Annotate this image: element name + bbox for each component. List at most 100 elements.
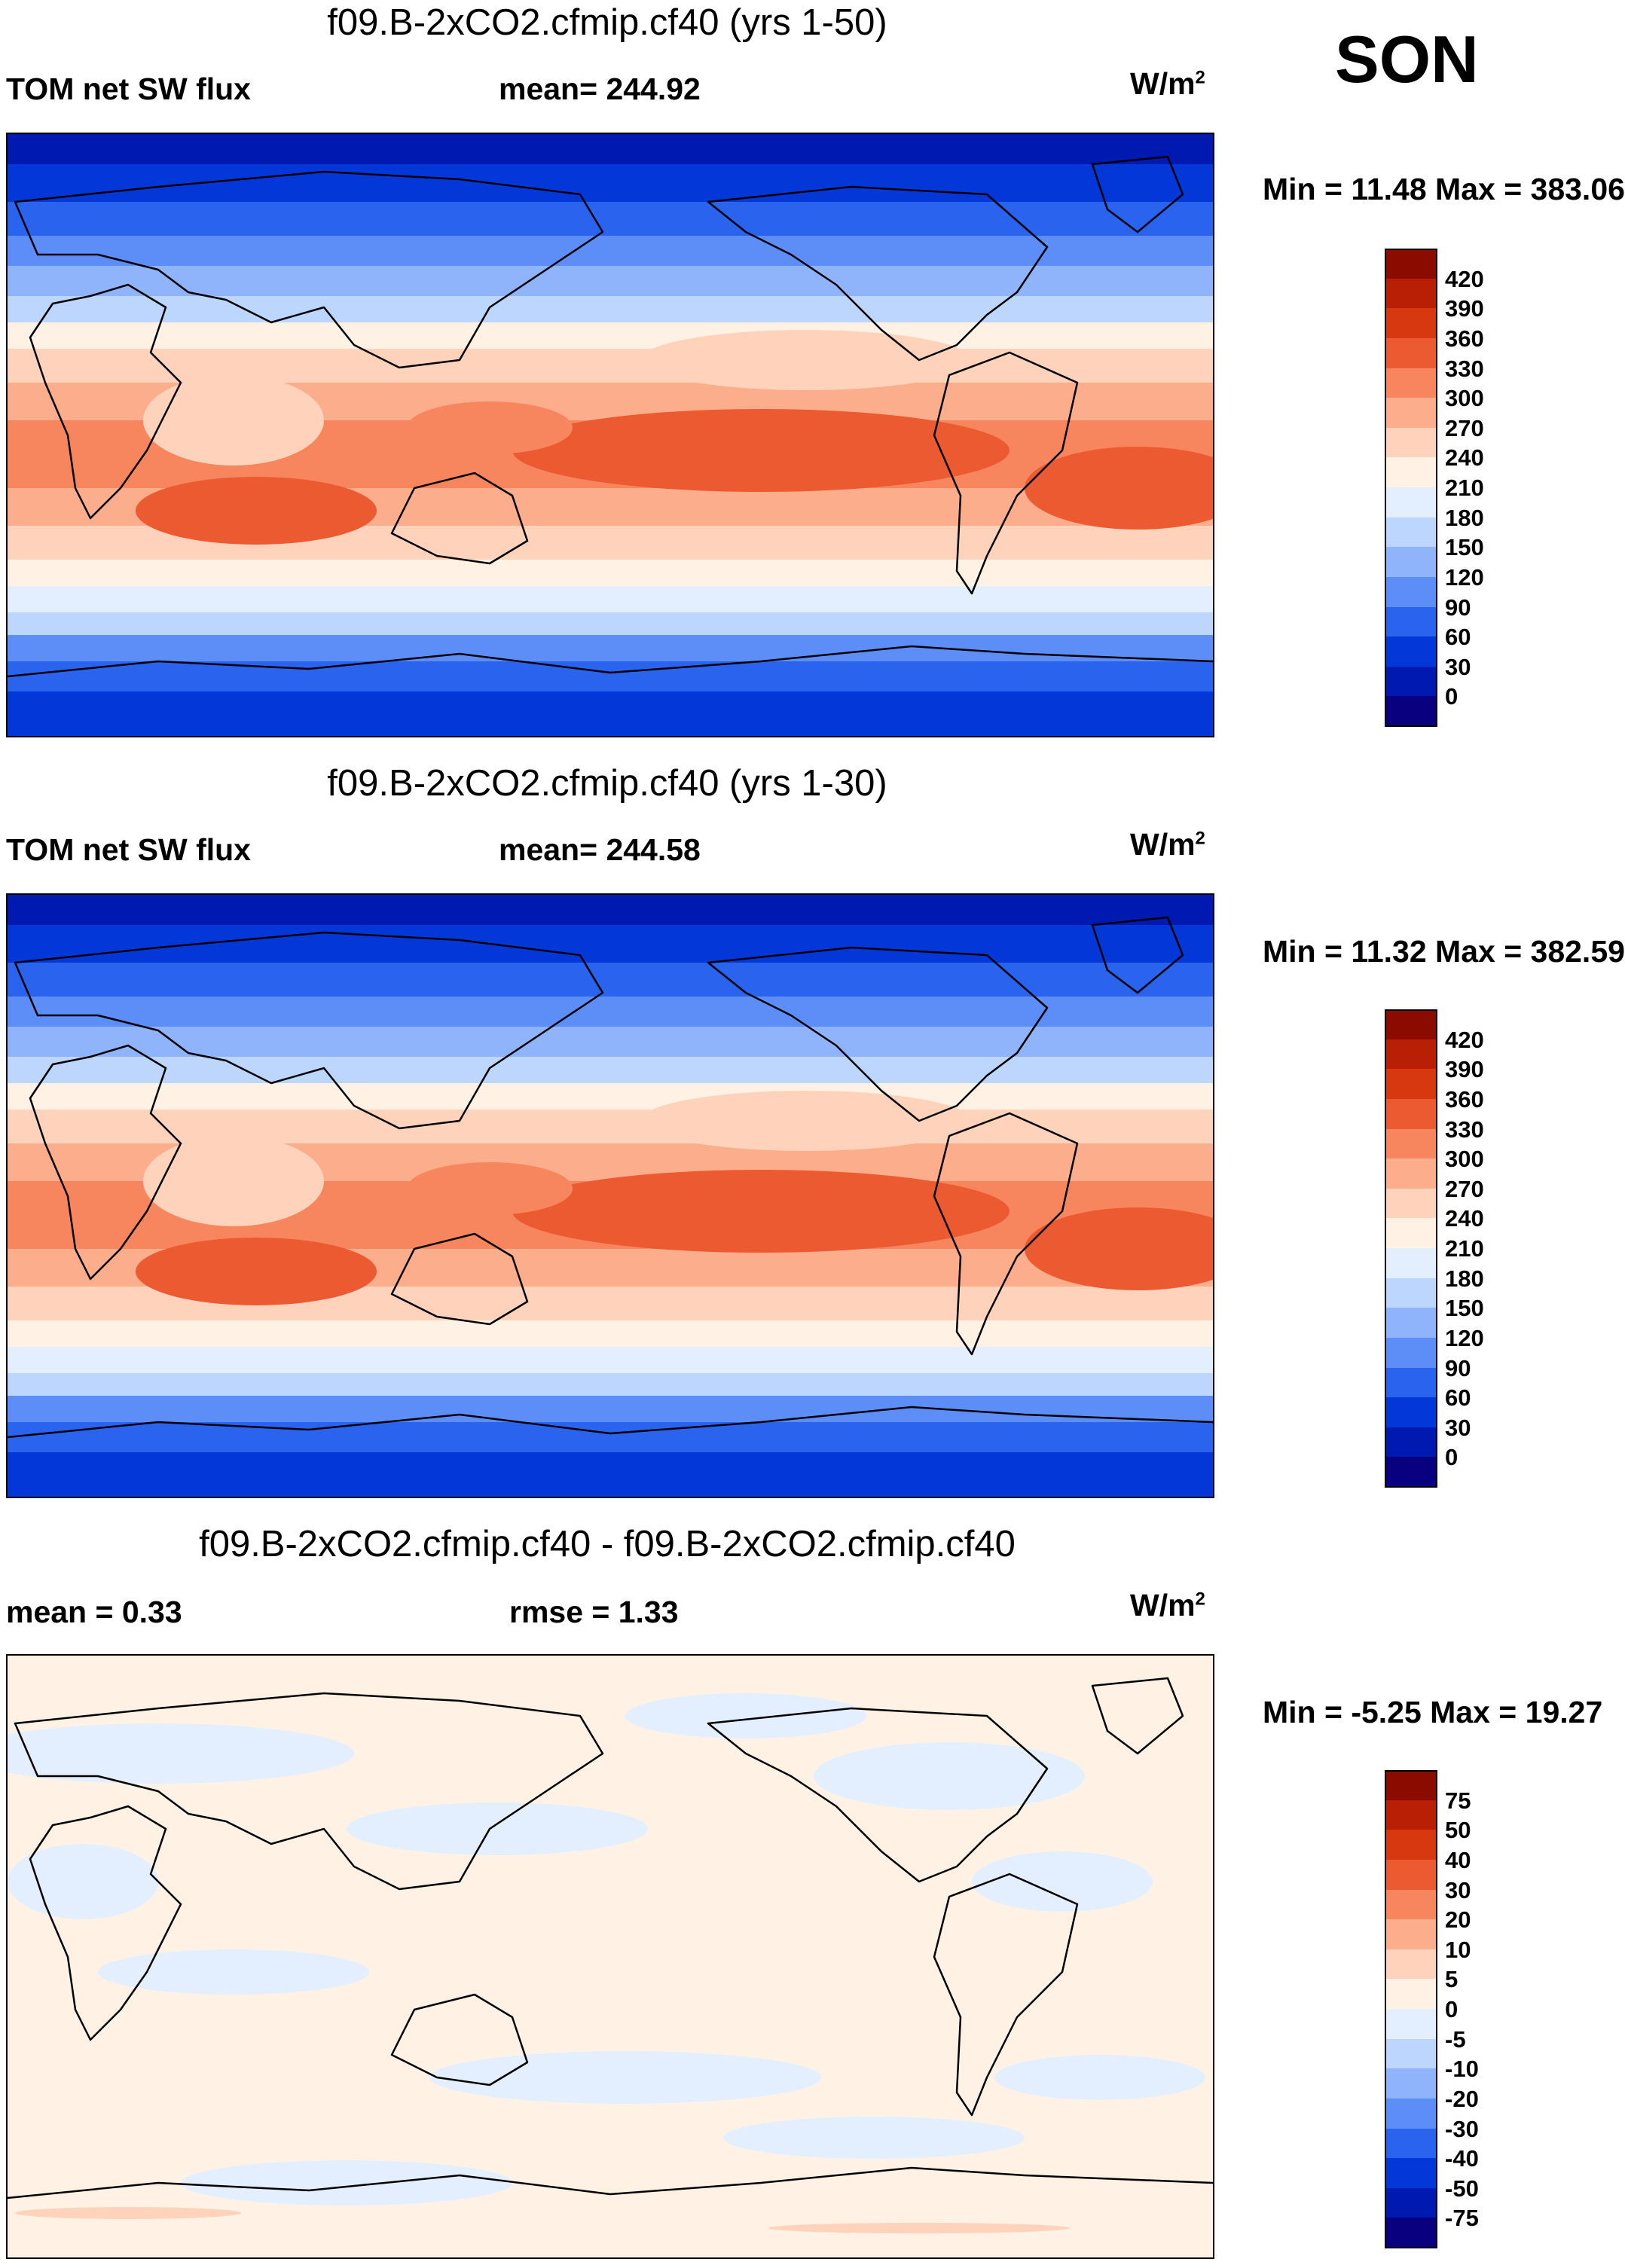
colorbar-swatch — [1385, 1009, 1437, 1040]
colorbar-tick-label: 360 — [1445, 325, 1484, 352]
colorbar-swatch — [1385, 1457, 1437, 1488]
panel-1-variable-label: TOM net SW flux — [6, 72, 251, 106]
colorbar-swatch — [1385, 457, 1437, 488]
flux-maximum — [143, 1136, 324, 1226]
colorbar-swatch — [1385, 2218, 1437, 2248]
colorbar-swatch — [1385, 1770, 1437, 1801]
colorbar-tick-label: 30 — [1445, 1876, 1471, 1903]
colorbar-tick-label: 30 — [1445, 653, 1471, 680]
panel-3-map-field — [8, 1656, 1213, 2257]
colorbar-tick-label: 150 — [1445, 1295, 1484, 1322]
colorbar-tick-label: 120 — [1445, 563, 1484, 591]
season-label: SON — [1335, 22, 1479, 96]
negative-anomaly — [181, 2160, 512, 2205]
colorbar-swatch — [1385, 308, 1437, 339]
colorbar-tick-label: 270 — [1445, 1175, 1484, 1202]
colorbar-swatch — [1385, 487, 1437, 518]
coastline — [8, 2166, 1213, 2199]
colorbar-tick-label: -5 — [1445, 2025, 1466, 2053]
colorbar-tick-label: 180 — [1445, 1265, 1484, 1292]
colorbar-swatch — [1385, 249, 1437, 279]
flux-band — [8, 586, 1213, 613]
negative-anomaly — [814, 1742, 1085, 1810]
colorbar-tick-label: 20 — [1445, 1906, 1471, 1934]
flux-band — [8, 202, 1213, 237]
colorbar-swatch — [1385, 1039, 1437, 1070]
flux-maximum — [136, 1238, 377, 1305]
colorbar-swatch — [1385, 1830, 1437, 1860]
colorbar-tick-label: 40 — [1445, 1846, 1471, 1873]
coastline — [1091, 916, 1184, 994]
negative-anomaly — [8, 1723, 354, 1784]
panel-3-title: f09.B-2xCO2.cfmip.cf40 - f09.B-2xCO2.cfm… — [199, 1524, 1016, 1564]
coastline — [29, 283, 182, 520]
colorbar-swatch — [1385, 2128, 1437, 2159]
coastline — [8, 1406, 1213, 1439]
coastline — [1091, 155, 1184, 234]
flux-band — [8, 1057, 1213, 1084]
flux-maximum — [407, 401, 573, 454]
colorbar-swatch — [1385, 1218, 1437, 1249]
colorbar-tick-label: 210 — [1445, 1235, 1484, 1262]
coastline — [707, 946, 1049, 1122]
flux-maximum — [640, 330, 972, 390]
colorbar-swatch — [1385, 2068, 1437, 2099]
colorbar-tick-label: 300 — [1445, 1146, 1484, 1173]
colorbar-swatch — [1385, 337, 1437, 368]
positive-anomaly — [15, 2207, 241, 2219]
panel-2-variable-label: TOM net SW flux — [6, 832, 251, 867]
colorbar-swatch — [1385, 1098, 1437, 1129]
coastline — [390, 1993, 529, 2086]
coastline — [707, 185, 1049, 362]
flux-band — [8, 997, 1213, 1027]
negative-anomaly — [429, 2051, 821, 2104]
panel-1-title: f09.B-2xCO2.cfmip.cf40 (yrs 1-50) — [327, 2, 887, 43]
panel-2-colorbar: 420 390 360 330 300 270 240 210 180 150 120 90 60 30 0 — [1385, 1009, 1535, 1488]
negative-anomaly — [98, 1949, 369, 1995]
panel-1-colorbar: 420 390 360 330 300 270 240 210 180 150 120 90 60 30 0 — [1385, 249, 1535, 727]
colorbar-tick-label: -10 — [1445, 2056, 1479, 2083]
colorbar-swatch — [1385, 1188, 1437, 1219]
colorbar-swatch — [1385, 1308, 1437, 1339]
colorbar-tick-label: -20 — [1445, 2085, 1479, 2112]
panel-3-minmax: Min = -5.25 Max = 19.27 — [1263, 1695, 1603, 1729]
panel-1-units: W/m2 — [1130, 66, 1205, 101]
colorbar-tick-label: 330 — [1445, 355, 1484, 382]
flux-band — [8, 164, 1213, 203]
flux-band — [8, 349, 1213, 383]
colorbar-tick-label: 60 — [1445, 1384, 1471, 1412]
panel-2-title: f09.B-2xCO2.cfmip.cf40 (yrs 1-30) — [327, 763, 887, 804]
coastline — [390, 1232, 529, 1326]
colorbar-swatch — [1385, 1158, 1437, 1189]
colorbar-swatch — [1385, 1367, 1437, 1398]
flux-band — [8, 1452, 1213, 1497]
colorbar-swatch — [1385, 1128, 1437, 1159]
coastline — [933, 351, 1079, 595]
colorbar-tick-label: 90 — [1445, 1354, 1471, 1381]
colorbar-swatch — [1385, 547, 1437, 578]
flux-maximum — [512, 409, 1010, 492]
flux-band — [8, 296, 1213, 323]
colorbar-swatch — [1385, 2098, 1437, 2129]
colorbar-swatch — [1385, 278, 1437, 309]
flux-band — [8, 1347, 1213, 1374]
panel-2-mean-label: mean= 244.58 — [499, 832, 701, 867]
panel-2-minmax: Min = 11.32 Max = 382.59 — [1263, 934, 1625, 969]
flux-band — [8, 134, 1213, 165]
colorbar-swatch — [1385, 606, 1437, 637]
negative-anomaly — [8, 1844, 158, 1919]
colorbar-tick-label: 30 — [1445, 1414, 1471, 1441]
flux-maximum — [1025, 1207, 1213, 1290]
colorbar-swatch — [1385, 1337, 1437, 1368]
coastline — [14, 170, 604, 369]
coastline — [933, 1873, 1079, 2117]
flux-band — [8, 1422, 1213, 1453]
colorbar-tick-label: 330 — [1445, 1116, 1484, 1143]
coastline — [14, 1692, 604, 1891]
colorbar-tick-label: 270 — [1445, 414, 1484, 441]
panel-2-units: W/m2 — [1130, 827, 1205, 862]
flux-band — [8, 1083, 1213, 1110]
flux-maximum — [143, 375, 324, 466]
colorbar-swatch — [1385, 1397, 1437, 1428]
coastline — [707, 1707, 1049, 1883]
